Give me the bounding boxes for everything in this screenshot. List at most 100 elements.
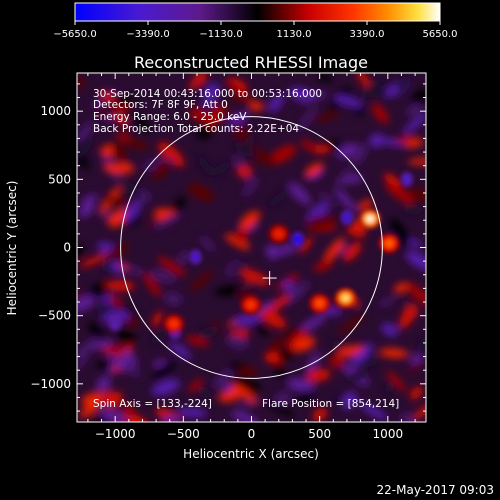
heatmap-blob [286,328,308,351]
heatmap-blob [265,244,280,260]
heatmap-blob [232,262,249,274]
y-tick-label: 0 [63,241,71,255]
bright-source-core [275,230,283,237]
heatmap-blob [228,82,254,104]
heatmap-blob [106,96,135,109]
heatmap-blob [177,251,192,264]
heatmap-blob [185,336,210,347]
heatmap-blob [381,138,406,147]
heatmap-blob [197,386,212,399]
dark-source [111,319,119,329]
heatmap-blob [200,235,215,252]
heatmap-blob [410,87,426,104]
heatmap-blob [288,87,315,101]
heatmap-blob [234,228,249,243]
heatmap-blob [126,361,140,378]
heatmap-blob [152,360,176,380]
heatmap-blob [157,257,187,276]
heatmap-blob [358,199,373,212]
heatmap-blob [197,326,219,339]
annotation-method: Back Projection Total counts: 2.22E+04 [93,123,299,135]
heatmap-blob [133,113,151,134]
heatmap-blob [406,188,426,201]
heatmap-blob [299,236,313,254]
heatmap-blob [218,389,244,402]
colorbar-tick-label: −1130.0 [199,29,242,40]
heatmap-blob [278,348,295,361]
dark-source [403,174,411,184]
heatmap-blob [377,297,397,307]
heatmap-blob [225,335,249,349]
heatmap-blob [287,182,311,205]
bright-source-core [170,320,178,327]
heatmap-blob [239,211,261,230]
heatmap-blob [196,125,214,140]
heatmap-blob [77,336,100,359]
heatmap-blob [168,341,192,360]
x-tick-label: 500 [308,427,331,441]
heatmap-blob [77,136,94,160]
heatmap-blob [400,411,417,422]
heatmap-blob [292,336,316,352]
heatmap-blob [266,187,293,209]
heatmap-blob [287,377,315,392]
heatmap-blob [386,370,407,392]
heatmap-blob [336,143,358,159]
heatmap-blob [214,161,231,175]
heatmap-blob [346,370,370,382]
heatmap-blob [109,294,123,308]
y-axis-label: Heliocentric Y (arcsec) [5,181,19,316]
heatmap-blob [267,402,296,417]
heatmap-blob [406,282,426,306]
bright-source-core [342,294,349,301]
heatmap-blob [164,292,183,306]
x-tick-label: −1000 [95,427,136,441]
heatmap-blob [232,141,256,158]
heatmap-blob [189,107,209,122]
heatmap-blob [379,348,409,358]
heatmap-blob [102,196,135,207]
bright-source-core [366,215,374,222]
heatmap-blob [248,101,264,111]
heatmap-blob [383,173,403,189]
heatmap-blob [78,201,95,218]
heatmap-blob [188,378,203,392]
colorbar-tick-label: 5650.0 [423,29,458,40]
colorbar-tick-label: 3390.0 [350,29,385,40]
heatmap-blob [106,243,129,259]
heatmap-blob [251,149,275,166]
heatmap-blob [237,366,259,377]
heatmap-blob [298,105,317,132]
heatmap-blob [81,392,105,406]
heatmap-blob [152,213,183,230]
heatmap-blob [394,135,415,144]
heatmap-blob [309,144,331,154]
heatmap-blob [381,323,399,337]
heatmap-blob [88,321,106,343]
heatmap-blob [314,112,340,122]
colorbar-tick-labels: −5650.0 −3390.0 −1130.0 1130.0 3390.0 5650.0 [53,29,457,40]
heatmap-blob [117,330,137,345]
heatmap-blob [119,179,141,197]
heatmap-blob [403,113,426,134]
x-tick-label: −500 [167,427,200,441]
heatmap-blob [406,103,424,117]
heatmap-blob [151,160,170,180]
solar-limb-circle [120,116,383,379]
heatmap-blob [112,111,128,127]
heatmap-blob [284,280,310,305]
heatmap-blob [213,369,233,389]
heatmap-blob [369,133,385,148]
heatmap-blob [389,218,411,247]
colorbar-tick-label: −5650.0 [53,29,96,40]
heatmap-blob [226,77,248,91]
heatmap-blob [409,386,423,400]
heatmap-blob [360,79,381,99]
heatmap-blob [177,407,207,418]
heatmap-blob [269,144,297,165]
heatmap-blob [341,391,357,410]
annotation-flare-position: Flare Position = [854,214] [262,398,399,410]
bright-source-core [316,300,323,307]
heatmap-blob [394,282,409,294]
heatmap-blob [229,94,246,102]
